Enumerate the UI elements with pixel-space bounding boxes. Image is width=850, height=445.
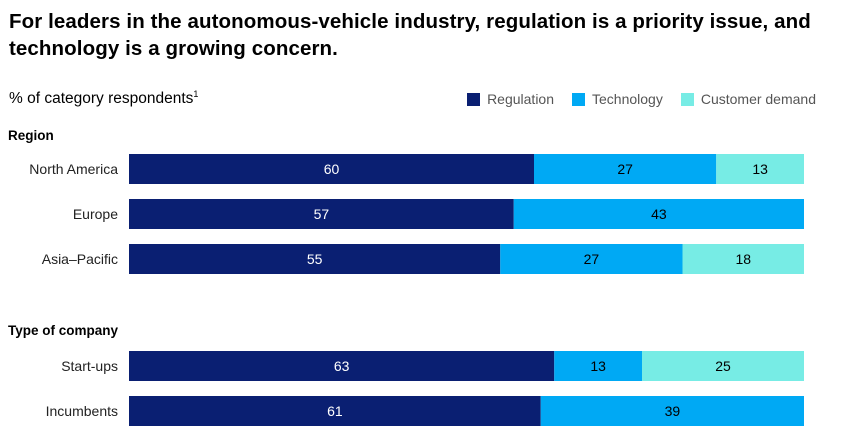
data-label-start-ups-technology: 13 <box>590 358 606 374</box>
legend-label-regulation: Regulation <box>487 91 554 107</box>
legend-item-technology: Technology <box>572 91 663 107</box>
data-label-north-america-technology: 27 <box>617 161 633 177</box>
bar-north-america-technology <box>534 154 717 184</box>
data-label-asia-pacific-customer-demand: 18 <box>735 251 751 267</box>
chart-subtitle: % of category respondents1 <box>9 89 198 108</box>
legend: Regulation Technology Customer demand <box>467 91 816 107</box>
bar-start-ups-customer-demand <box>642 351 804 381</box>
legend-swatch-regulation <box>467 92 481 106</box>
legend-item-regulation: Regulation <box>467 91 554 107</box>
legend-swatch-technology <box>572 92 585 106</box>
data-label-asia-pacific-regulation: 55 <box>307 251 323 267</box>
chart-title: For leaders in the autonomous-vehicle in… <box>9 10 811 60</box>
data-label-asia-pacific-technology: 27 <box>584 251 600 267</box>
legend-swatch-customer-demand <box>680 92 694 106</box>
category-label-asia-pacific: Asia–Pacific <box>42 251 118 267</box>
bar-start-ups-technology <box>554 351 642 381</box>
data-label-europe-regulation: 57 <box>314 206 330 222</box>
data-label-north-america-regulation: 60 <box>324 161 340 177</box>
group-label-region: Region <box>8 128 54 143</box>
category-label-europe: Europe <box>73 206 118 222</box>
bar-asia-pacific-regulation <box>129 244 501 274</box>
bar-europe-technology <box>513 199 804 229</box>
bar-europe-regulation <box>129 199 514 229</box>
data-label-incumbents-regulation: 61 <box>327 403 343 419</box>
category-label-start-ups: Start-ups <box>61 358 118 374</box>
data-label-incumbents-technology: 39 <box>665 403 681 419</box>
bar-asia-pacific-technology <box>500 244 683 274</box>
category-label-incumbents: Incumbents <box>46 403 118 419</box>
bar-north-america-customer-demand <box>716 154 804 184</box>
bar-incumbents-regulation <box>129 396 541 426</box>
data-label-start-ups-regulation: 63 <box>334 358 350 374</box>
legend-label-customer-demand: Customer demand <box>700 91 816 107</box>
legend-item-customer-demand: Customer demand <box>680 91 816 107</box>
legend-label-technology: Technology <box>592 91 663 107</box>
bar-asia-pacific-customer-demand <box>682 244 804 274</box>
group-label-type-of-company: Type of company <box>8 323 119 338</box>
bar-start-ups-regulation <box>129 351 555 381</box>
subtitle-text: % of category respondents <box>9 90 194 108</box>
data-label-start-ups-customer-demand: 25 <box>715 358 731 374</box>
subtitle-footnote-marker: 1 <box>193 89 199 99</box>
data-label-north-america-customer-demand: 13 <box>752 161 768 177</box>
bar-incumbents-technology <box>540 396 804 426</box>
category-label-north-america: North America <box>29 161 118 177</box>
bar-north-america-regulation <box>129 154 534 184</box>
data-label-europe-technology: 43 <box>651 206 667 222</box>
